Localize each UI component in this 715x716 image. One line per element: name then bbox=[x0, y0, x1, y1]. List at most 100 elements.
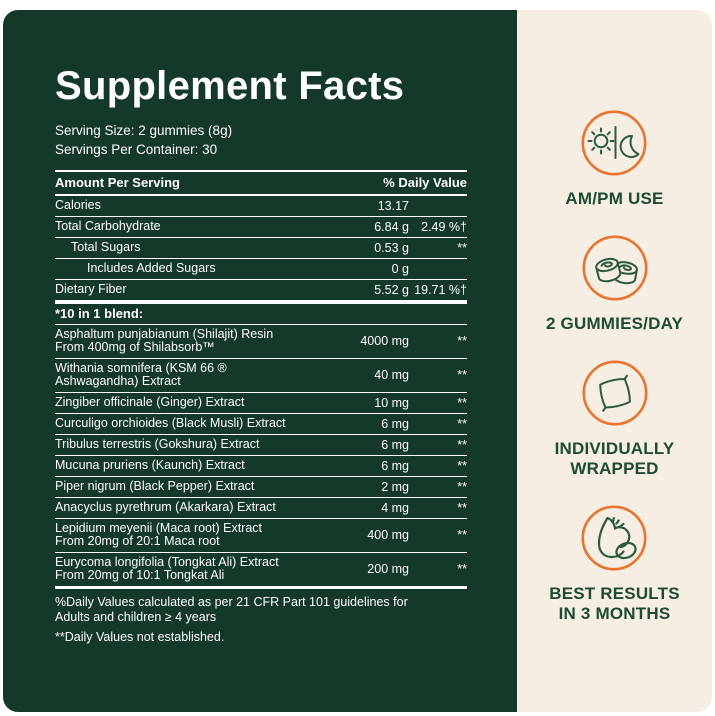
facts-footnotes: %Daily Values calculated as per 21 CFR P… bbox=[55, 595, 467, 645]
bicep-icon bbox=[581, 505, 647, 571]
ingredient-name-text: Zingiber officinale (Ginger) Extract bbox=[55, 394, 245, 409]
ingredient-daily-value: ** bbox=[457, 416, 467, 431]
ingredient-amount: 0 g bbox=[391, 262, 409, 276]
ingredient-amount: 4000 mg bbox=[360, 334, 409, 348]
benefits-sidebar: AM/PM USE bbox=[517, 10, 712, 712]
ingredient-daily-value: ** bbox=[457, 395, 467, 410]
ingredient-amount: 6 mg bbox=[381, 458, 409, 473]
facts-row: Curculigo orchioides (Black Musli) Extra… bbox=[55, 414, 467, 435]
ingredient-name-text: Curculigo orchioides (Black Musli) Extra… bbox=[55, 415, 286, 430]
serving-info: Serving Size: 2 gummies (8g) Servings Pe… bbox=[55, 122, 467, 159]
sidebar-label-ampm-use: AM/PM USE bbox=[565, 189, 664, 208]
facts-row: Calories 13.17 bbox=[55, 196, 467, 217]
ingredient-name: Eurycoma longifolia (Tongkat Ali) Extrac… bbox=[55, 554, 299, 583]
supplement-facts-panel: Supplement Facts Serving Size: 2 gummies… bbox=[3, 10, 517, 712]
ingredient-daily-value: ** bbox=[457, 458, 467, 473]
ingredient-name-text: Dietary Fiber bbox=[55, 282, 127, 297]
ingredient-name-text: Total Carbohydrate bbox=[55, 219, 161, 234]
ingredient-name-text: Tribulus terrestris (Gokshura) Extract bbox=[55, 436, 260, 451]
ingredient-name: Mucuna pruriens (Kaunch) Extract bbox=[55, 457, 299, 473]
wrapped-candy-icon bbox=[581, 360, 648, 426]
facts-row: Lepidium meyenii (Maca root) Extract From… bbox=[55, 519, 467, 553]
ingredient-amount: 13.17 bbox=[377, 199, 409, 213]
ingredient-name: Lepidium meyenii (Maca root) Extract From… bbox=[55, 520, 299, 549]
ingredient-name: Calories bbox=[55, 199, 299, 213]
facts-table-header: Amount Per Serving % Daily Value bbox=[55, 172, 467, 196]
ingredient-name-text: Asphaltum punjabianum (Shilajit) Resin bbox=[55, 326, 274, 341]
facts-row: Total Sugars 0.53 g ** bbox=[55, 238, 467, 259]
ingredient-name: Includes Added Sugars bbox=[55, 262, 299, 276]
ingredient-amount: 40 mg bbox=[374, 368, 409, 382]
sidebar-label-gummies-per-day: 2 GUMMIES/DAY bbox=[545, 314, 684, 333]
ingredient-amount: 4 mg bbox=[381, 500, 409, 515]
ingredient-daily-value: ** bbox=[457, 241, 467, 255]
ingredient-name-text: Lepidium meyenii (Maca root) Extract bbox=[55, 520, 263, 535]
facts-row: Includes Added Sugars 0 g bbox=[55, 259, 467, 280]
ingredient-amount: 0.53 g bbox=[374, 241, 409, 255]
column-header-amount-per-serving: Amount Per Serving bbox=[55, 175, 180, 190]
gummies-icon bbox=[581, 235, 648, 301]
facts-row: Total Carbohydrate 6.84 g 2.49 %† bbox=[55, 217, 467, 238]
ingredient-daily-value: ** bbox=[457, 437, 467, 452]
ingredient-amount: 10 mg bbox=[374, 395, 409, 410]
servings-per-container-text: Servings Per Container: 30 bbox=[55, 141, 218, 157]
ingredient-name-text: Eurycoma longifolia (Tongkat Ali) Extrac… bbox=[55, 554, 279, 569]
ingredient-name-text: Total Sugars bbox=[71, 240, 141, 255]
ingredient-name: Withania somnifera (KSM 66 ® Ashwagandha… bbox=[55, 360, 299, 389]
ingredient-name-text: Anacyclus pyrethrum (Akarkara) Extract bbox=[55, 499, 276, 514]
sun-moon-icon bbox=[581, 110, 647, 176]
facts-row: *10 in 1 blend: bbox=[55, 301, 467, 325]
ingredient-amount: 400 mg bbox=[367, 528, 409, 542]
sidebar-section-gummies-per-day: 2 GUMMIES/DAY bbox=[546, 235, 683, 334]
facts-row: Eurycoma longifolia (Tongkat Ali) Extrac… bbox=[55, 553, 467, 589]
page-title: Supplement Facts bbox=[55, 64, 405, 108]
sidebar-label-best-results: BEST RESULTS IN 3 MONTHS bbox=[549, 584, 680, 623]
ingredient-source-text: From 20mg of 20:1 Maca root bbox=[55, 534, 220, 548]
footnote-not-established: **Daily Values not established. bbox=[55, 629, 225, 644]
ingredient-amount: 5.52 g bbox=[374, 283, 409, 297]
facts-row: Mucuna pruriens (Kaunch) Extract 6 mg ** bbox=[55, 456, 467, 477]
ingredient-amount: 6 mg bbox=[381, 437, 409, 452]
ingredient-daily-value: ** bbox=[457, 528, 467, 542]
ingredient-name-text: Mucuna pruriens (Kaunch) Extract bbox=[55, 457, 245, 472]
ingredient-amount: 6.84 g bbox=[374, 220, 409, 234]
facts-row: Tribulus terrestris (Gokshura) Extract 6 … bbox=[55, 435, 467, 456]
column-header-daily-value: % Daily Value bbox=[383, 175, 467, 190]
facts-row: Dietary Fiber 5.52 g 19.71 %† bbox=[55, 280, 467, 301]
ingredient-source-text: From 400mg of Shilabsorb™ bbox=[55, 340, 215, 354]
ingredient-source-text: From 20mg of 10:1 Tongkat Ali bbox=[55, 568, 225, 582]
sidebar-section-best-results: BEST RESULTS IN 3 MONTHS bbox=[549, 505, 680, 624]
ingredient-name: Anacyclus pyrethrum (Akarkara) Extract bbox=[55, 499, 299, 515]
ingredient-name-text: Withania somnifera (KSM 66 ® Ashwagandha… bbox=[55, 360, 227, 388]
ingredient-daily-value: 2.49 %† bbox=[421, 220, 467, 234]
serving-size-text: Serving Size: 2 gummies (8g) bbox=[55, 123, 233, 138]
ingredient-amount: 2 mg bbox=[381, 479, 409, 494]
ingredient-name-text: *10 in 1 blend: bbox=[55, 306, 144, 321]
ingredient-name-text: Includes Added Sugars bbox=[87, 261, 216, 276]
ingredient-amount: 6 mg bbox=[381, 416, 409, 431]
ingredient-name: Zingiber officinale (Ginger) Extract bbox=[55, 394, 299, 410]
ingredient-daily-value: ** bbox=[457, 479, 467, 494]
ingredient-daily-value: ** bbox=[457, 500, 467, 515]
facts-row: Asphaltum punjabianum (Shilajit) Resin Fr… bbox=[55, 325, 467, 359]
ingredient-name: *10 in 1 blend: bbox=[55, 307, 299, 321]
ingredient-name: Tribulus terrestris (Gokshura) Extract bbox=[55, 436, 299, 452]
ingredient-name: Dietary Fiber bbox=[55, 283, 299, 297]
facts-row: Zingiber officinale (Ginger) Extract 10 m… bbox=[55, 393, 467, 414]
ingredient-name: Curculigo orchioides (Black Musli) Extra… bbox=[55, 415, 299, 431]
ingredient-name-text: Piper nigrum (Black Pepper) Extract bbox=[55, 478, 255, 493]
ingredient-amount: 200 mg bbox=[367, 562, 409, 576]
facts-rows: Calories 13.17 Total Carbohydrate 6.84 g 2.4… bbox=[55, 196, 467, 589]
footnote-daily-values: %Daily Values calculated as per 21 CFR P… bbox=[55, 594, 408, 624]
ingredient-name: Asphaltum punjabianum (Shilajit) Resin Fr… bbox=[55, 326, 299, 355]
ingredient-name: Piper nigrum (Black Pepper) Extract bbox=[55, 478, 299, 494]
ingredient-name: Total Carbohydrate bbox=[55, 220, 299, 234]
sidebar-section-ampm-use: AM/PM USE bbox=[565, 110, 663, 209]
ingredient-daily-value: ** bbox=[457, 562, 467, 576]
ingredient-daily-value: 19.71 %† bbox=[414, 283, 467, 297]
supplement-label-card: Supplement Facts Serving Size: 2 gummies… bbox=[3, 10, 712, 712]
ingredient-daily-value: ** bbox=[457, 334, 467, 348]
ingredient-daily-value: ** bbox=[457, 368, 467, 382]
sidebar-section-individually-wrapped: INDIVIDUALLY WRAPPED bbox=[555, 360, 675, 479]
ingredient-name-text: Calories bbox=[55, 198, 101, 213]
